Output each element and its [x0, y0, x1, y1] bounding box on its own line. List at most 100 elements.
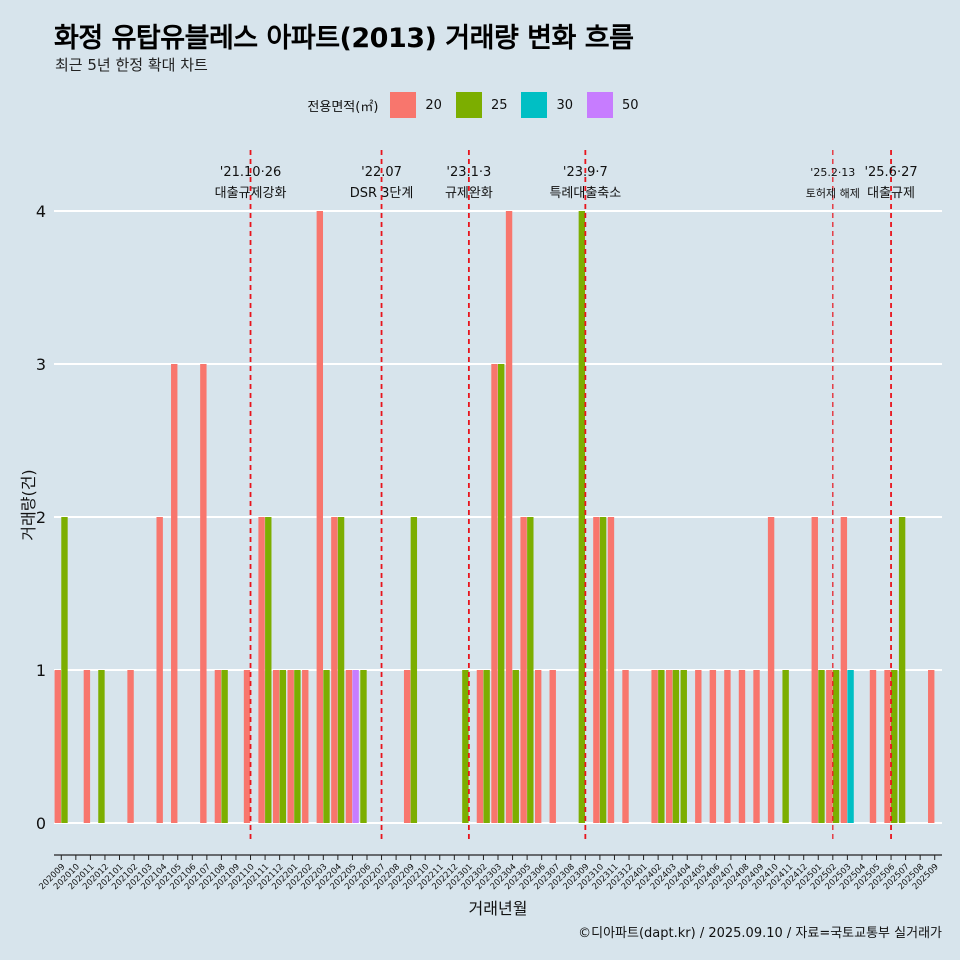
event-date-label: '25.2·13	[810, 166, 855, 179]
legend-item-20: 20	[390, 92, 442, 118]
bar-25-202112	[279, 670, 287, 823]
bar-25-202108	[221, 670, 228, 823]
bar-20-202302	[476, 670, 484, 823]
bar-20-202202	[302, 670, 309, 823]
bar-20-202102	[127, 670, 134, 823]
bar-25-202206	[360, 670, 367, 823]
event-date-label: '21.10·26	[220, 165, 281, 180]
bar-20-202402	[651, 670, 658, 823]
event-date-label: '23.1·3	[446, 165, 491, 180]
bar-25-202012	[98, 670, 105, 823]
bar-20-202310	[593, 517, 600, 823]
bar-25-202009	[61, 517, 68, 823]
bar-20-202502	[826, 670, 833, 823]
bar-20-202201	[287, 670, 294, 823]
legend-label: 30	[556, 97, 574, 113]
bar-20-202304	[505, 211, 513, 823]
bar-25-202201	[294, 670, 301, 823]
bar-25-202501	[818, 670, 825, 823]
bar-20-202307	[549, 670, 556, 823]
legend: 전용면적(㎡) 20 25 30 50	[0, 92, 960, 118]
legend-item-25: 25	[455, 92, 508, 118]
bar-25-202411	[782, 670, 789, 823]
legend-item-30: 30	[521, 92, 573, 118]
bar-20-202306	[534, 670, 542, 823]
bar-25-202404	[680, 670, 687, 823]
bar-20-202409	[753, 670, 760, 823]
bar-20-202108	[214, 670, 222, 823]
bar-20-202209	[403, 670, 411, 823]
bar-25-202310	[599, 517, 607, 823]
bar-20-202503	[840, 517, 848, 823]
event-label: 토허제 해제	[806, 186, 860, 200]
legend-item-50: 50	[587, 92, 639, 118]
bar-20-202506	[884, 670, 891, 823]
bar-25-202111	[265, 517, 272, 823]
bar-20-202111	[258, 517, 265, 823]
legend-title: 전용면적(㎡)	[307, 99, 379, 115]
event-date-label: '25.6·27	[864, 165, 917, 180]
bar-20-202403	[665, 670, 673, 823]
bar-25-202209	[410, 517, 418, 823]
bar-20-202009	[54, 670, 61, 823]
bar-20-202104	[156, 517, 163, 823]
bar-20-202406	[709, 670, 717, 823]
y-tick-label: 4	[36, 202, 46, 221]
bar-25-202303	[498, 364, 505, 823]
event-date-label: '22.07	[361, 165, 402, 180]
bar-25-202304	[512, 670, 519, 823]
bar-50-202205	[352, 670, 359, 823]
chart-subtitle: 최근 5년 한정 확대 차트	[55, 56, 208, 74]
caption: ©디아파트(dapt.kr) / 2025.09.10 / 자료=국토교통부 실…	[578, 926, 942, 941]
bar-25-202506	[891, 670, 898, 823]
chart-title: 화정 유탑유블레스 아파트(2013) 거래량 변화 흐름	[54, 23, 634, 54]
bar-20-202501	[811, 517, 818, 823]
bar-20-202312	[622, 670, 629, 823]
bar-25-202507	[898, 517, 906, 823]
bar-25-202301	[462, 670, 469, 823]
y-axis-title: 거래량(건)	[19, 469, 38, 540]
bar-20-202505	[869, 670, 877, 823]
y-tick-label: 0	[36, 814, 46, 833]
bar-20-202509	[928, 670, 935, 823]
bar-25-202302	[483, 670, 490, 823]
legend-swatch	[455, 92, 482, 118]
bar-20-202205	[345, 670, 353, 823]
bar-20-202305	[520, 517, 527, 823]
legend-swatch	[521, 92, 548, 118]
bar-20-202110	[243, 670, 251, 823]
event-label: 대출규제강화	[215, 186, 287, 201]
bar-25-202309	[578, 211, 586, 823]
bar-25-202502	[832, 670, 840, 823]
x-axis-title: 거래년월	[469, 899, 528, 918]
bar-20-202203	[316, 211, 324, 823]
y-tick-label: 3	[36, 355, 46, 374]
bar-20-202204	[331, 517, 338, 823]
legend-swatch	[390, 92, 417, 118]
event-label: DSR 3단계	[350, 186, 414, 201]
bar-20-202410	[767, 517, 775, 823]
legend-label: 50	[622, 97, 639, 113]
bar-20-202311	[607, 517, 615, 823]
event-date-label: '23.9·7	[563, 165, 608, 180]
bar-20-202107	[200, 364, 207, 823]
bar-25-202305	[527, 517, 534, 823]
bar-25-202403	[672, 670, 680, 823]
bar-20-202011	[83, 670, 91, 823]
bar-20-202303	[491, 364, 498, 823]
legend-label: 25	[490, 97, 508, 113]
bar-25-202204	[337, 517, 345, 823]
bar-25-202402	[658, 670, 665, 823]
event-label: 대출규제	[867, 186, 915, 201]
bar-20-202407	[724, 670, 731, 823]
bar-20-202112	[272, 670, 280, 823]
bar-20-202405	[695, 670, 702, 823]
bar-20-202408	[738, 670, 746, 823]
bar-20-202105	[171, 364, 178, 823]
y-tick-label: 1	[36, 661, 46, 680]
y-tick-label: 2	[36, 508, 46, 527]
legend-swatch	[587, 92, 614, 118]
event-label: 규제완화	[445, 186, 493, 201]
event-label: 특례대출축소	[549, 186, 621, 201]
